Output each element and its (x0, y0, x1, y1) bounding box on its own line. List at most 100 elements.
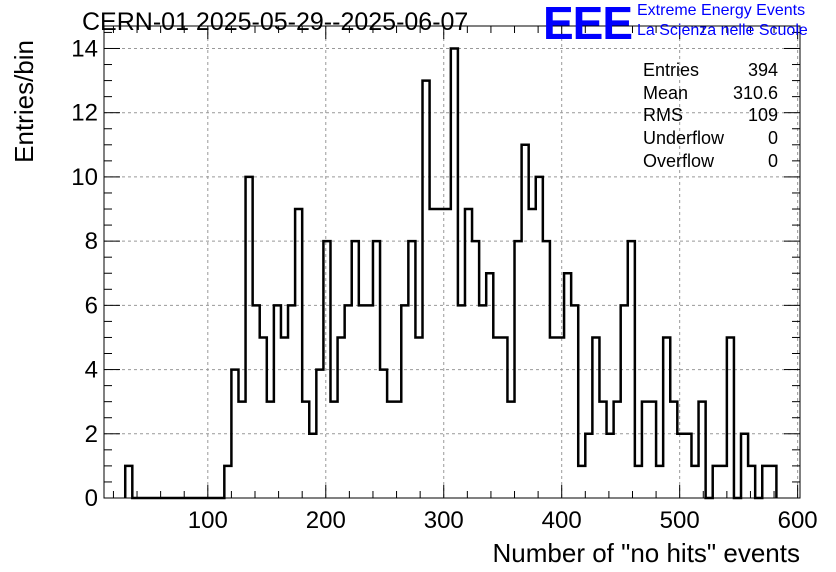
histogram-bin (260, 337, 267, 498)
stat-underflow-label: Underflow (643, 128, 725, 148)
histogram-bin (543, 241, 550, 498)
logo-line-2: La Scienza nelle Scuole (637, 22, 808, 39)
histogram-bin (713, 466, 720, 498)
y-axis-label: Entries/bin (9, 40, 39, 163)
histogram-bin (231, 370, 238, 498)
histogram-bin (394, 402, 401, 498)
x-tick-label: 600 (778, 507, 818, 534)
histogram-bin (578, 466, 585, 498)
histogram-bin (316, 370, 323, 498)
x-tick-label: 100 (188, 507, 228, 534)
histogram-bin (323, 241, 330, 498)
histogram-bin (649, 402, 656, 498)
histogram-layer (123, 47, 778, 500)
histogram-bin (352, 241, 359, 498)
histogram-bin (727, 337, 734, 498)
histogram-bin (585, 434, 592, 498)
histogram-bin (302, 402, 309, 498)
chart-title: CERN-01 2025-05-29--2025-06-07 (82, 8, 469, 36)
histogram-bin (515, 241, 522, 498)
histogram-bin (224, 466, 231, 498)
histogram-bin (557, 337, 564, 498)
stat-rms-value: 109 (747, 105, 778, 125)
histogram-bin (628, 241, 635, 498)
logo-line-1: Extreme Energy Events (637, 2, 806, 19)
histogram-bin (472, 241, 479, 498)
histogram-bin (401, 305, 408, 498)
histogram-bin (330, 402, 337, 498)
histogram-bin (599, 402, 606, 498)
histogram-bin (748, 466, 755, 498)
histogram-bin (338, 337, 345, 498)
histogram-bin (741, 434, 748, 498)
histogram-bin (238, 402, 245, 498)
y-tick-label: 14 (71, 35, 98, 62)
y-tick-label: 4 (85, 357, 98, 384)
histogram-bin (359, 305, 366, 498)
histogram-bin (493, 337, 500, 498)
histogram-bin (670, 402, 677, 498)
x-axis-label: Number of "no hits" events (493, 538, 801, 568)
histogram-bin (309, 434, 316, 498)
histogram-bin (444, 209, 451, 498)
histogram-bin (536, 177, 543, 498)
y-tick-label: 8 (85, 228, 98, 255)
histogram-bin (486, 273, 493, 498)
x-tick-label: 500 (660, 507, 700, 534)
x-tick-label: 300 (424, 507, 464, 534)
histogram-bin (592, 337, 599, 498)
stat-entries-label: Entries (643, 60, 700, 80)
histogram-bin (373, 241, 380, 498)
histogram-bin (677, 434, 684, 498)
x-tick-label: 200 (306, 507, 346, 534)
stat-underflow-value: 0 (767, 128, 778, 148)
histogram-bin (458, 305, 465, 498)
y-tick-label: 2 (85, 421, 98, 448)
histogram-bin (699, 402, 706, 498)
stat-entries-value: 394 (747, 60, 778, 80)
histogram-bin (345, 305, 352, 498)
histogram-bin (366, 305, 373, 498)
stat-overflow-label: Overflow (643, 151, 715, 171)
stat-mean-value: 310.6 (732, 83, 778, 103)
histogram-bin (295, 209, 302, 498)
histogram-bin (380, 370, 387, 498)
histogram-bin (607, 434, 614, 498)
histogram-bin (267, 402, 274, 498)
histogram-bin (288, 305, 295, 498)
histogram-bin (571, 305, 578, 498)
histogram-bin (507, 402, 514, 498)
stat-mean-label: Mean (643, 83, 689, 103)
axes (103, 25, 801, 499)
histogram-bin (522, 145, 529, 498)
histogram-bin (614, 402, 621, 498)
histogram-bin (564, 273, 571, 498)
histogram-bin (437, 209, 444, 498)
histogram-bin (274, 305, 281, 498)
histogram-bin (769, 466, 776, 498)
histogram-outline (123, 47, 778, 500)
stat-overflow-value: 0 (767, 151, 778, 171)
eee-logo: EEE (543, 0, 633, 49)
histogram-bin (691, 466, 698, 498)
histogram-bin (465, 209, 472, 498)
histogram-bin (408, 241, 415, 498)
histogram-bin (253, 305, 260, 498)
stat-rms-label: RMS (643, 105, 683, 125)
histogram-bin (423, 81, 430, 498)
histogram-bin (642, 402, 649, 498)
axis-labels: 100 200 300 400 500 600 0 2 4 6 8 10 12 14 Number of "… (9, 35, 818, 568)
histogram-bin (550, 337, 557, 498)
histogram-bin (720, 466, 727, 498)
histogram-bin (415, 337, 422, 498)
histogram-bin (635, 466, 642, 498)
histogram-bin (451, 48, 458, 498)
y-tick-label: 10 (71, 164, 98, 191)
x-tick-label: 400 (542, 507, 582, 534)
histogram-bin (762, 466, 769, 498)
histogram-bin (479, 305, 486, 498)
plot-frame (103, 25, 801, 499)
histogram-bin (430, 209, 437, 498)
histogram-bin (621, 305, 628, 498)
